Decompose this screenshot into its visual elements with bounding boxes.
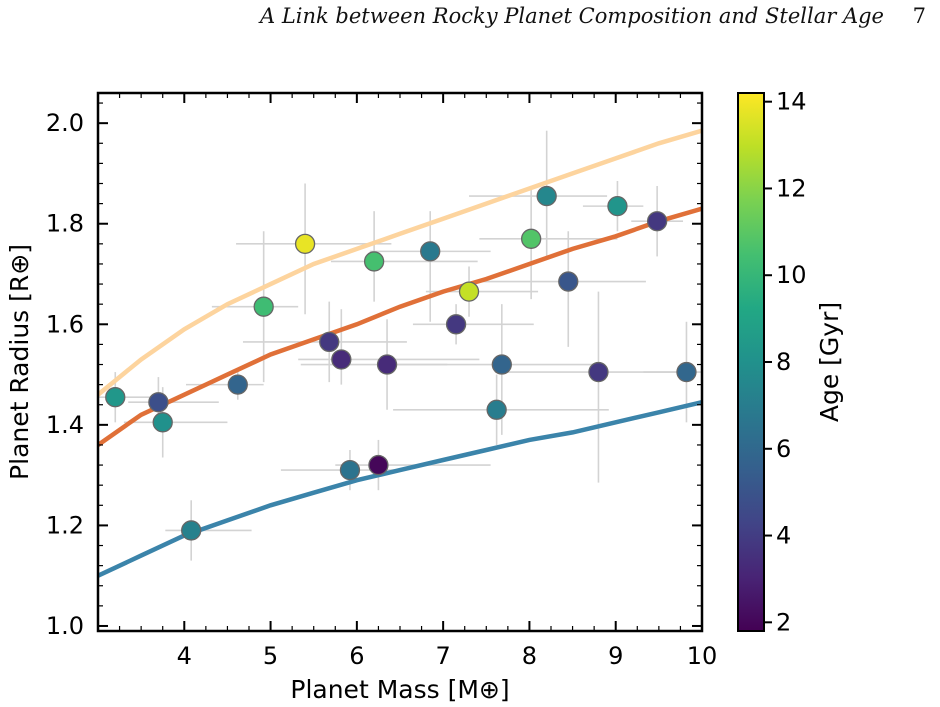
page-header: A Link between Rocky Planet Composition … [0,0,940,60]
colorbar-ticks: 2 4 6 8 10 12 14 [764,88,807,636]
planet-point [152,412,173,433]
planet-point [588,361,609,383]
planet-point [148,392,169,413]
planet-point [445,314,467,335]
x-tick-label: 4 [177,642,192,670]
x-tick-label: 10 [687,642,718,670]
x-tick-label: 7 [436,642,451,670]
planet-point [491,354,512,375]
planet-point [319,331,340,353]
y-tick-label: 1.6 [46,310,84,338]
planet-point [227,374,248,395]
planet-point [607,195,628,217]
composition-curve [98,399,702,578]
colorbar-gradient [737,92,765,632]
planet-point [486,399,507,420]
plot-area [98,128,702,578]
composition-curve [98,128,702,397]
x-axis: 4 5 6 7 8 9 10 [97,93,718,670]
colorbar-tick-label: 6 [776,435,791,463]
y-axis-label: Planet Radius [R⊕] [5,244,34,480]
y-tick-label: 1.8 [46,210,84,238]
planet-point [294,233,316,254]
planet-point [339,459,361,481]
x-tick-label: 9 [608,642,623,670]
x-tick-label: 6 [349,642,364,670]
composition-curves [98,128,702,578]
y-tick-label: 2.0 [46,109,84,137]
colorbar-tick-label: 14 [776,88,807,116]
planet-point [331,349,352,370]
colorbar-label: Age [Gyr] [815,302,844,422]
colorbar-tick-label: 10 [776,261,807,289]
plot-frame [96,91,704,633]
planet-point [368,454,389,476]
planet-point [558,271,579,292]
composition-curve [98,206,702,448]
error-bars [98,130,702,561]
colorbar: 2 4 6 8 10 12 14 Age [Gyr] [737,88,844,636]
colorbar-tick-label: 8 [776,348,791,376]
planet-point [181,520,202,541]
planet-point [458,281,480,302]
planet-point [676,361,697,383]
colorbar-tick-label: 4 [776,522,791,550]
x-axis-label: Planet Mass [M⊕] [290,675,509,704]
planet-point [420,241,441,262]
page-number: 7 [912,4,926,28]
planet-point [521,228,542,249]
running-title: A Link between Rocky Planet Composition … [259,4,884,28]
planet-points [105,185,697,541]
y-axis: 1.0 1.2 1.4 1.6 1.8 2.0 [46,102,702,640]
colorbar-tick-label: 2 [776,608,791,636]
y-tick-label: 1.4 [46,411,84,439]
y-tick-label: 1.0 [46,612,84,640]
planet-point [105,387,126,408]
planet-point [536,185,557,207]
x-tick-label: 8 [522,642,537,670]
x-tick-label: 5 [263,642,278,670]
colorbar-tick-label: 12 [776,174,807,202]
y-tick-label: 1.2 [46,511,84,539]
planet-point [376,354,398,375]
planet-point [646,211,668,232]
planet-point [363,251,385,272]
planet-point [253,296,274,317]
